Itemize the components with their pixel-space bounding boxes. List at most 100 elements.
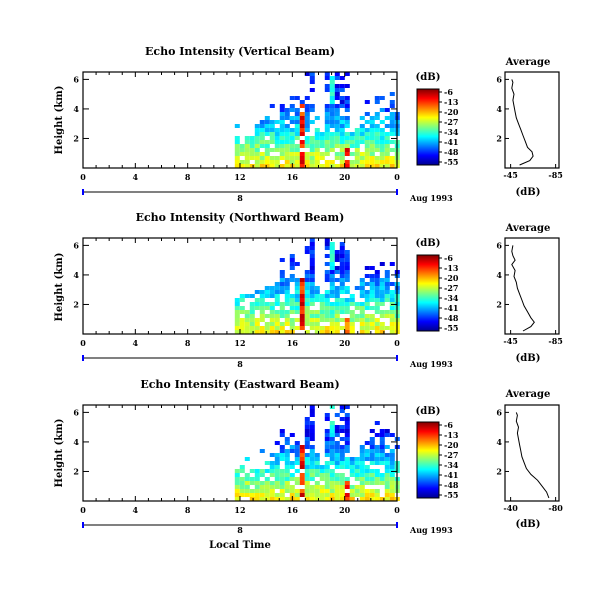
heatmap-cell [329,100,335,104]
heatmap-cell [364,449,370,453]
heatmap-cell [339,124,345,128]
heatmap-cell [359,156,365,160]
heatmap-cell [339,310,345,314]
month-label: Aug 1993 [409,193,453,203]
heatmap-cell [384,282,390,286]
heatmap-cell [249,318,255,322]
heatmap-cell [349,457,355,461]
heatmap-cell [289,128,295,132]
heatmap-cell [329,116,335,120]
heatmap-cell [339,417,345,421]
heatmap-cell [344,437,350,441]
heatmap-cell [374,330,380,334]
heatmap-cell [374,302,380,306]
heatmap-cell [309,144,315,148]
heatmap-cell [319,477,325,481]
heatmap-cell [324,112,330,116]
heatmap-cell [329,314,335,318]
heatmap-cell [264,497,270,501]
heatmap-cell [369,306,375,310]
heatmap-cell [374,270,380,274]
heatmap-cell [314,152,320,156]
heatmap-cell [344,96,350,100]
heatmap-cell [304,160,310,164]
heatmap-cell [379,473,385,477]
heatmap-cell [314,326,320,330]
heatmap-cell [364,453,370,457]
heatmap-cell [289,445,295,449]
heatmap-cell [269,469,275,473]
heatmap-cell [264,120,270,124]
heatmap-cell [279,314,285,318]
heatmap-cell [329,421,335,425]
heatmap-cell [384,144,390,148]
heatmap-cell [364,136,370,140]
heatmap-cell [359,124,365,128]
heatmap-cell [309,314,315,318]
heatmap-cell [304,120,310,124]
heatmap-cell [344,322,350,326]
heatmap-cell [309,497,315,501]
heatmap-cell [374,286,380,290]
heatmap-cell [339,473,345,477]
heatmap-cell [244,473,250,477]
heatmap-cell [344,457,350,461]
heatmap-cell [349,302,355,306]
heatmap-cell [319,152,325,156]
heatmap-cell [289,148,295,152]
heatmap-cell [389,124,395,128]
heatmap-cell [264,140,270,144]
heatmap-cell [384,136,390,140]
heatmap-cell [294,108,300,112]
heatmap-cell [329,437,335,441]
heatmap-cell [374,132,380,136]
heatmap-cell [279,286,285,290]
heatmap-cell [339,144,345,148]
heatmap-cell [329,242,335,246]
heatmap-cell [309,156,315,160]
heatmap-cell [279,278,285,282]
heatmap-cell [349,469,355,473]
profile-frame [504,237,560,335]
heatmap-cell [304,270,310,274]
heatmap-cell [329,326,335,330]
heatmap-cell [324,481,330,485]
heatmap-cell [259,489,265,493]
heatmap-cell [334,425,340,429]
heatmap-cell [304,144,310,148]
heatmap-cell [389,164,395,168]
heatmap-cell [344,449,350,453]
heatmap-cell [249,140,255,144]
heatmap-cell [359,465,365,469]
heatmap-cell [294,326,300,330]
heatmap-cell [369,429,375,433]
heatmap-cell [304,124,310,128]
heatmap-cell [309,104,315,108]
heatmap-cell [239,465,245,469]
heatmap-cell [329,485,335,489]
heatmap-cell [309,469,315,473]
heatmap-cell [374,310,380,314]
heatmap-cell [234,322,240,326]
heatmap-cell [334,413,340,417]
heatmap-cell [269,290,275,294]
heatmap-cell [324,124,330,128]
heatmap-cell [279,445,285,449]
heatmap-cell [309,238,315,242]
heatmap-cell [309,160,315,164]
heatmap-cell [284,302,290,306]
heatmap-cell [354,152,360,156]
heatmap-cell [309,493,315,497]
heatmap-cell [389,310,395,314]
heatmap-cell [334,493,340,497]
heatmap-cell [329,120,335,124]
heatmap-cell [324,330,330,334]
heatmap-cell [294,493,300,497]
heatmap-cell [334,92,340,96]
heatmap-cell [344,116,350,120]
heatmap-cell [289,136,295,140]
heatmap-cell [389,453,395,457]
profile-line [511,79,534,166]
heatmap-cell [339,449,345,453]
heatmap-cell [339,120,345,124]
